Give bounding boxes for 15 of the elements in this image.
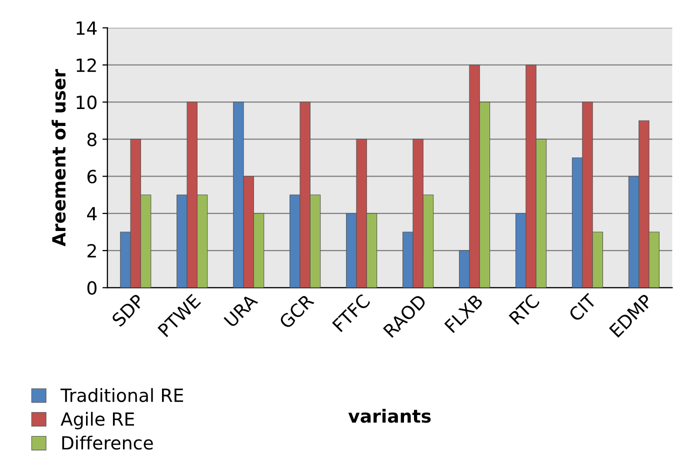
y-tick-label: 0: [87, 281, 96, 295]
legend-label: Agile RE: [60, 412, 134, 430]
legend-label: Difference: [62, 436, 153, 450]
y-tick-label: 8: [87, 132, 96, 146]
x-axis-title: variants: [348, 408, 431, 423]
y-tick-label: 6: [87, 170, 97, 184]
y-tick-label: 2: [88, 244, 96, 258]
x-tick-label: URA: [224, 293, 258, 328]
y-axis-title: Areement of user: [52, 69, 66, 246]
y-tick-label: 4: [87, 207, 97, 220]
legend-label: Traditional RE: [60, 388, 184, 402]
y-tick-label: 14: [76, 22, 97, 35]
y-tick-label: 10: [76, 96, 96, 110]
x-tick-label: CIT: [568, 292, 598, 322]
y-tick-label: 12: [76, 58, 96, 72]
